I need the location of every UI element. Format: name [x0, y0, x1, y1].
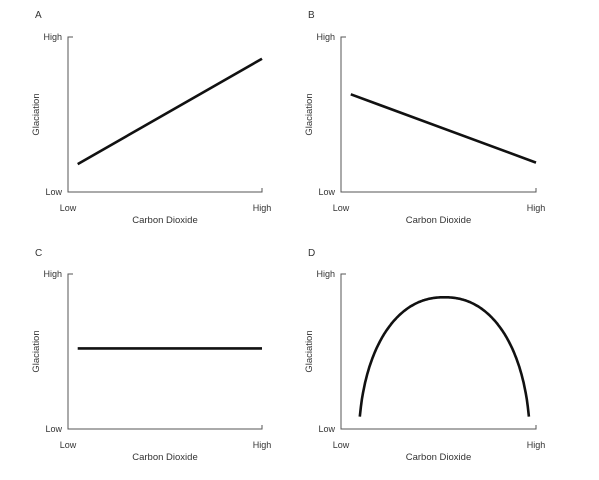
x-tick-high-b: High	[527, 203, 546, 213]
y-tick-low-b: Low	[318, 187, 335, 197]
y-axis-title-b: Glaciation	[304, 93, 315, 135]
y-tick-high-a: High	[43, 32, 62, 42]
panel-label-a: A	[35, 10, 42, 21]
axes-a	[67, 36, 263, 193]
series-line-a	[77, 57, 263, 166]
y-axis-title-a: Glaciation	[31, 93, 42, 135]
x-axis-title-a: Carbon Dioxide	[132, 215, 197, 226]
y-axis-title-c: Glaciation	[31, 330, 42, 372]
axes-c	[67, 273, 263, 430]
y-tick-low-a: Low	[45, 187, 62, 197]
x-tick-low-a: Low	[60, 203, 77, 213]
y-tick-low-c: Low	[45, 424, 62, 434]
x-tick-low-c: Low	[60, 440, 77, 450]
series-line-b	[350, 93, 537, 164]
panel-label-d: D	[308, 248, 315, 259]
x-tick-high-a: High	[253, 203, 272, 213]
panel-label-c: C	[35, 248, 42, 259]
x-axis-title-b: Carbon Dioxide	[406, 215, 471, 226]
panel-b: B High Low Low High Carbon Dioxide Glaciation	[304, 10, 545, 226]
x-axis-title-c: Carbon Dioxide	[132, 452, 197, 463]
x-tick-high-c: High	[253, 440, 272, 450]
y-tick-high-c: High	[43, 269, 62, 279]
y-axis-title-d: Glaciation	[304, 330, 315, 372]
x-axis-title-d: Carbon Dioxide	[406, 452, 471, 463]
panel-a: A High Low Low High Carbon Dioxide Glaciation	[31, 10, 271, 226]
y-tick-high-b: High	[316, 32, 335, 42]
y-tick-high-d: High	[316, 269, 335, 279]
x-tick-low-b: Low	[333, 203, 350, 213]
x-tick-low-d: Low	[333, 440, 350, 450]
axes-b	[340, 36, 537, 193]
y-tick-low-d: Low	[318, 424, 335, 434]
axes-d	[340, 273, 537, 430]
x-tick-high-d: High	[527, 440, 546, 450]
series-line-d	[358, 296, 531, 417]
panel-label-b: B	[308, 10, 315, 21]
